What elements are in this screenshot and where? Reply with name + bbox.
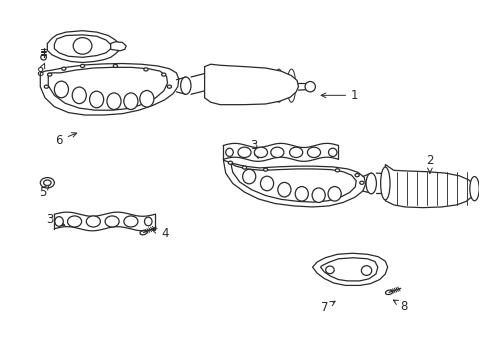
Ellipse shape (254, 147, 267, 158)
Text: 6: 6 (55, 133, 77, 147)
Ellipse shape (44, 85, 48, 88)
Text: 1: 1 (321, 89, 358, 102)
Ellipse shape (238, 147, 250, 158)
Text: 5: 5 (39, 185, 49, 199)
Text: 3: 3 (250, 139, 259, 158)
Ellipse shape (140, 90, 154, 107)
Ellipse shape (143, 68, 148, 71)
Text: 2: 2 (426, 154, 433, 173)
Ellipse shape (305, 81, 315, 92)
Ellipse shape (366, 173, 376, 194)
Ellipse shape (144, 217, 152, 226)
Ellipse shape (335, 169, 339, 172)
Ellipse shape (242, 169, 255, 184)
Ellipse shape (47, 73, 52, 76)
Ellipse shape (67, 216, 81, 227)
Ellipse shape (277, 183, 290, 197)
Ellipse shape (263, 168, 267, 171)
Ellipse shape (43, 180, 51, 185)
Ellipse shape (54, 81, 68, 98)
Ellipse shape (180, 77, 191, 94)
Ellipse shape (86, 216, 100, 227)
Ellipse shape (260, 176, 273, 191)
Ellipse shape (311, 188, 325, 202)
Ellipse shape (295, 186, 308, 201)
Ellipse shape (361, 266, 371, 275)
Ellipse shape (123, 93, 138, 109)
Polygon shape (47, 31, 120, 63)
Ellipse shape (107, 93, 121, 109)
Ellipse shape (270, 147, 284, 158)
Ellipse shape (354, 174, 359, 177)
Ellipse shape (242, 166, 246, 169)
Ellipse shape (289, 147, 302, 158)
Ellipse shape (359, 181, 363, 184)
Ellipse shape (105, 216, 119, 227)
Ellipse shape (123, 216, 138, 227)
Polygon shape (312, 253, 387, 285)
Ellipse shape (167, 85, 171, 88)
Ellipse shape (61, 67, 66, 70)
Text: 3: 3 (46, 213, 65, 226)
Ellipse shape (113, 64, 117, 68)
Polygon shape (110, 42, 126, 51)
Polygon shape (40, 63, 179, 115)
Ellipse shape (307, 147, 320, 158)
Ellipse shape (327, 186, 341, 201)
Ellipse shape (328, 148, 336, 157)
Text: 8: 8 (37, 63, 44, 79)
Ellipse shape (89, 91, 103, 108)
Ellipse shape (72, 87, 86, 104)
Text: 7: 7 (320, 301, 334, 314)
Ellipse shape (469, 176, 478, 201)
Polygon shape (385, 165, 473, 208)
Ellipse shape (40, 177, 54, 188)
Ellipse shape (228, 161, 232, 164)
Ellipse shape (80, 64, 84, 68)
Ellipse shape (225, 148, 233, 157)
Text: 8: 8 (392, 300, 407, 312)
Ellipse shape (380, 167, 389, 200)
Ellipse shape (162, 73, 165, 76)
Polygon shape (223, 160, 365, 207)
Text: 4: 4 (152, 227, 168, 240)
Polygon shape (204, 64, 298, 105)
Ellipse shape (325, 266, 333, 274)
Ellipse shape (55, 217, 63, 226)
